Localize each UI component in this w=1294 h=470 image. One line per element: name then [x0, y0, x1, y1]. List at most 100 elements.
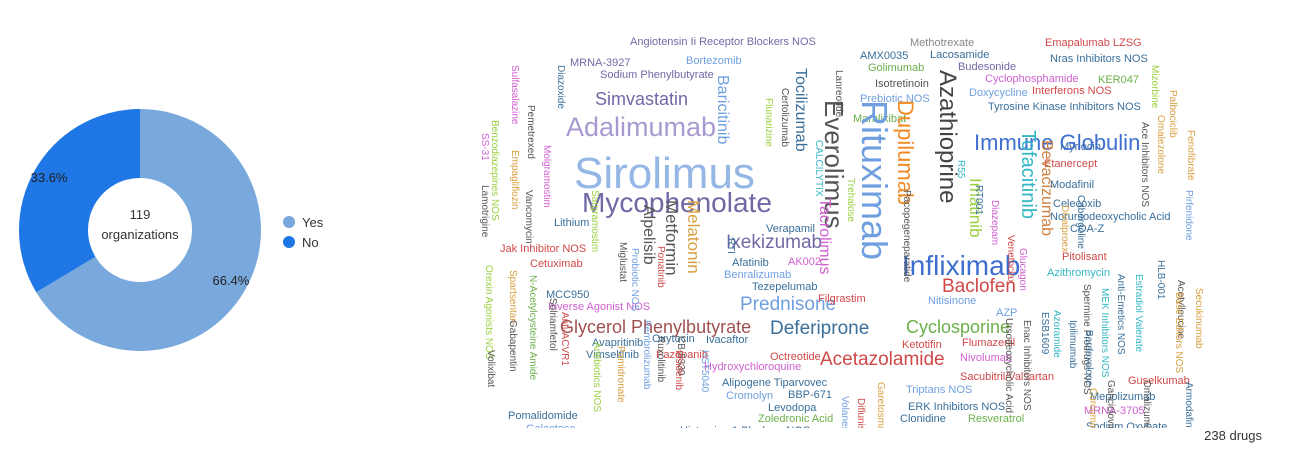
word-pomalidomide[interactable]: Pomalidomide: [508, 410, 578, 422]
word-volixibat[interactable]: Volixibat: [485, 350, 496, 387]
word-anti-acvr1[interactable]: Anti-ACVR1: [559, 312, 570, 366]
word-baclofen[interactable]: Baclofen: [942, 276, 1016, 297]
word-nitisinone[interactable]: Nitisinone: [928, 295, 976, 307]
word-cromolyn[interactable]: Cromolyn: [726, 390, 773, 402]
word-alpelisib[interactable]: Alpelisib: [640, 205, 657, 265]
word-base-editors-nos[interactable]: Base Editors NOS: [1173, 292, 1184, 373]
word-bbp-671[interactable]: BBP-671: [788, 389, 832, 401]
word-ixekizumab[interactable]: Ixekizumab: [726, 232, 822, 253]
word-vimseltinib[interactable]: Vimseltinib: [586, 349, 639, 361]
word-flumazenil[interactable]: Flumazenil: [962, 337, 1015, 349]
word-pazopanib[interactable]: Pazopanib: [656, 349, 708, 361]
word-divalproex[interactable]: Divalproex: [1059, 205, 1070, 252]
word-alipogene-tiparvovec[interactable]: Alipogene Tiparvovec: [722, 377, 828, 389]
word-baricitinib[interactable]: Baricitinib: [714, 75, 731, 144]
word-spartsentan[interactable]: Spartsentan: [507, 270, 518, 324]
word-ursodeoxycholic-acid[interactable]: Ursodeoxycholic Acid: [1003, 318, 1014, 413]
word-coa-z[interactable]: COA-Z: [1070, 223, 1105, 235]
word-resveratrol[interactable]: Resveratrol: [968, 413, 1024, 425]
word-prednisone[interactable]: Prednisone: [740, 294, 836, 315]
word-guselkumab[interactable]: Guselkumab: [1128, 375, 1190, 387]
word-budesonide[interactable]: Budesonide: [958, 61, 1016, 73]
word-bortezomib[interactable]: Bortezomib: [686, 55, 742, 67]
word-benralizumab[interactable]: Benralizumab: [724, 269, 791, 281]
word-azithromycin[interactable]: Azithromycin: [1047, 267, 1110, 279]
word-triptans-nos[interactable]: Triptans NOS: [906, 384, 972, 396]
word-angiotensin-ii-receptor-blockers-nos[interactable]: Angiotensin Ii Receptor Blockers NOS: [630, 36, 816, 48]
word-mizorbine[interactable]: Mizorbine: [1149, 65, 1160, 109]
word-adalimumab[interactable]: Adalimumab: [566, 112, 716, 142]
word-isotretinoin[interactable]: Isotretinoin: [875, 78, 929, 90]
word-oxytocin[interactable]: Oxytocin: [652, 333, 695, 345]
word-hst5040[interactable]: HST5040: [699, 350, 710, 393]
word-sirolimus[interactable]: Sirolimus: [574, 149, 755, 198]
word-azathioprine[interactable]: Azathioprine: [934, 70, 961, 203]
word-ponatinib[interactable]: Ponatinib: [655, 246, 666, 288]
word-myriocin[interactable]: Myriocin: [1060, 141, 1101, 153]
word-venetoclax[interactable]: Venetoclax: [1005, 235, 1016, 284]
word-maralixibat[interactable]: Maralixibat: [853, 113, 906, 125]
word-galactose[interactable]: Galactose: [526, 423, 576, 428]
word-r55[interactable]: R55: [955, 160, 966, 179]
word-solriamfetol[interactable]: Solriamfetol: [547, 298, 558, 351]
word-afatinib[interactable]: Afatinib: [732, 257, 769, 269]
word-spermine-prodrugs-nos[interactable]: Spermine Prodrugs NOS: [1081, 284, 1092, 395]
word-mek-inhibitors-nos[interactable]: MEK Inhibitors NOS: [1099, 288, 1110, 378]
word-molgramostim[interactable]: Molgramostim: [541, 145, 552, 208]
word-sargramostim[interactable]: Sargramostim: [589, 190, 600, 252]
word-empagliflozin[interactable]: Empagliflozin: [509, 150, 520, 209]
word-histamine-1-blockers-nos[interactable]: Histamine 1 Blockers NOS: [680, 425, 810, 428]
word-pirfenidone[interactable]: Pirfenidone: [1183, 190, 1194, 241]
word-tofacitinib[interactable]: Tofacitinib: [1017, 130, 1039, 219]
word-tezepelumab[interactable]: Tezepelumab: [752, 281, 817, 293]
word-curcumin[interactable]: Curcumin: [1087, 388, 1098, 428]
word-pacopegeneparatide[interactable]: Pacopegeneparatide: [901, 190, 912, 283]
word-mrna-3927[interactable]: MRNA-3927: [570, 57, 631, 69]
word-ace-inhibitors-nos[interactable]: Ace Inhibitors NOS: [1139, 122, 1150, 207]
word-prebiotic-nos[interactable]: Prebiotic NOS: [860, 93, 930, 105]
word-iosidenib[interactable]: Iosidenib: [673, 350, 684, 390]
word-nras-inhibitors-nos[interactable]: Nras Inhibitors NOS: [1050, 53, 1148, 65]
word-ganciclovir[interactable]: Ganciclovir: [1105, 380, 1116, 428]
donut-slice-yes[interactable]: [36, 109, 261, 352]
word-orexin-agonists-nos[interactable]: Orexin Agonists NOS: [483, 265, 494, 360]
word-dupilumab[interactable]: Dupilumab: [893, 100, 918, 205]
legend-item-no[interactable]: No: [283, 232, 323, 252]
word-estradiol-valerate[interactable]: Estradiol Valerate: [1133, 274, 1144, 353]
word-modafinil[interactable]: Modafinil: [1050, 179, 1094, 191]
word-hydroxychloroquine[interactable]: Hydroxychloroquine: [704, 361, 801, 373]
word-pamidronate[interactable]: Pamidronate: [615, 346, 626, 403]
word-certolizumab[interactable]: Certolizumab: [779, 88, 790, 147]
word-trehalose[interactable]: Trehalose: [845, 178, 856, 223]
word-armodafinil[interactable]: Armodafinil: [1183, 382, 1194, 428]
word-mrna-3705[interactable]: MRNA-3705: [1084, 405, 1145, 417]
word-infliximab[interactable]: Infliximab: [902, 250, 1020, 281]
word-ivacaftor[interactable]: Ivacaftor: [706, 334, 749, 346]
legend-item-yes[interactable]: Yes: [283, 212, 323, 232]
word-ss-31[interactable]: SS-31: [479, 133, 490, 161]
word-clonidine[interactable]: Clonidine: [900, 413, 946, 425]
word-avapritinib[interactable]: Avapritinib: [592, 337, 643, 349]
word-emapalumab-lzsg[interactable]: Emapalumab LZSG: [1045, 37, 1142, 49]
word-anti-emetics-nos[interactable]: Anti-Emetics NOS: [1115, 274, 1126, 355]
word-lithium[interactable]: Lithium: [554, 217, 589, 229]
word-everolimus[interactable]: Everolimus: [819, 100, 849, 229]
word-celecoxib[interactable]: Celecoxib: [1053, 198, 1101, 210]
word-cabergoline[interactable]: Cabergoline: [1075, 195, 1086, 249]
word-norursodeoxycholic-acid[interactable]: Norursodeoxycholic Acid: [1050, 211, 1170, 223]
word-volanesorsen[interactable]: Volanesorsen: [839, 396, 850, 428]
word-lanreotide[interactable]: Lanreotide: [833, 70, 844, 118]
word-enac-inhibitors-nos[interactable]: Enac Inhibitors NOS: [1021, 320, 1032, 411]
word-esb1609[interactable]: ESB1609: [1039, 312, 1050, 355]
word-erk-inhibitors-nos[interactable]: ERK Inhibitors NOS: [908, 401, 1005, 413]
word-hlb-001[interactable]: HLB-001: [1155, 260, 1166, 300]
word-cb-5339[interactable]: CB-5339: [675, 336, 686, 376]
word-n-acetylcysteine-amide[interactable]: N-Acetylcysteine Amide: [527, 275, 538, 380]
word-sulfasalazine[interactable]: Sulfasalazine: [509, 65, 520, 125]
word-azoramide[interactable]: Azoramide: [1051, 310, 1062, 358]
word-diflunisal[interactable]: Diflunisal: [855, 398, 866, 428]
word-vancomycin[interactable]: Vancomycin: [523, 190, 534, 244]
word-zoledronic-acid[interactable]: Zoledronic Acid: [758, 413, 833, 425]
word-rituximab[interactable]: Rituximab: [854, 100, 895, 260]
word-diazoxide[interactable]: Diazoxide: [555, 65, 566, 109]
